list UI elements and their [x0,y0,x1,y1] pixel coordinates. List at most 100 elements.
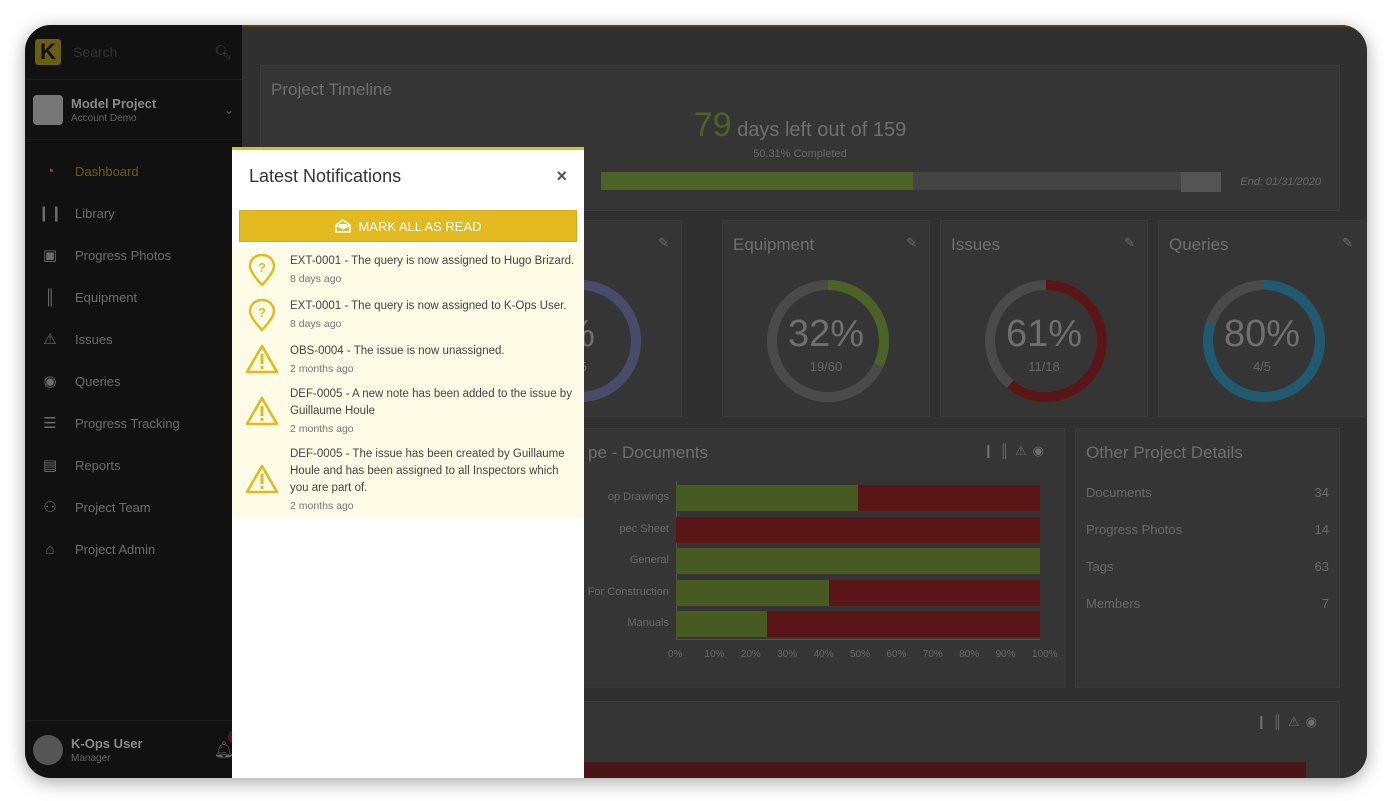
query-pin-icon: ? [244,253,280,287]
notification-message: EXT-0001 - The query is now assigned to … [290,255,575,267]
chevron-down-icon[interactable]: ⌄ [223,102,234,117]
chart-filter-icons[interactable]: ❙║⚠︎◉ [1255,714,1323,729]
bar-segment-green [676,548,1040,574]
team-icon: ⚇ [43,499,57,516]
stat-count: 11/18 [1028,359,1060,374]
app-window: K Search 🔍︎ Model Project Account Demo ⌄… [25,25,1367,778]
top-accent-bar [242,25,1367,27]
card-title: Equipment [733,235,815,254]
category-label: For Construction [587,585,669,598]
sidebar-item-label: Progress Photos [75,247,172,263]
sidebar-item-queries[interactable]: ◉ Queries [25,360,242,402]
envelope-open-icon [334,218,352,234]
edit-icon[interactable]: ✎ [1124,235,1135,250]
days-left-number: 79 [693,106,732,144]
edit-icon[interactable]: ✎ [906,235,917,250]
sidebar-item-dashboard[interactable]: ◔ Dashboard [25,150,242,192]
ring-arc [767,280,889,402]
query-pin-icon: ? [244,298,280,332]
close-icon[interactable]: × [556,165,567,186]
notification-item[interactable]: DEF-0005 - The issue has been created by… [232,441,584,518]
chart-filter-icons[interactable]: ❙║⚠︎◉ [982,443,1050,458]
x-tick-label: 40% [813,649,834,660]
card-title: Issues [951,235,1001,254]
app-logo[interactable]: K [35,39,61,65]
notification-time: 8 days ago [290,273,342,285]
edit-icon[interactable]: ✎ [1342,235,1353,250]
notification-item[interactable]: OBS-0004 - The issue is now unassigned. 2… [232,338,584,381]
user-name: K-Ops User [71,735,143,751]
detail-row-members: Members 7 [1086,596,1329,611]
stat-card-equipment: Equipment ✎ 32% 19/60 [722,220,930,417]
stat-value: 61% [1005,313,1083,355]
bar-segment-green [676,611,767,637]
card-title: Other Project Details [1086,443,1243,462]
sidebar-item-label: Equipment [75,289,138,305]
days-left: 79 days left out of 159 [261,106,1339,145]
sidebar-item-project-team[interactable]: ⚇ Project Team [25,486,242,528]
svg-text:?: ? [258,260,266,275]
bar-segment-red [828,579,1040,606]
x-tick-label: 90% [995,649,1016,660]
sidebar-nav: ◔ Dashboard ❙❙ Library ▣ Progress Photos… [25,140,242,570]
x-tick-label: 70% [922,649,943,660]
notification-item[interactable]: DEF-0005 - A new note has been added to … [232,381,584,441]
notification-item[interactable]: ? EXT-0001 - The query is now assigned to… [232,293,584,338]
documents-chart-card: pe - Documents ❙║⚠︎◉ op Drawings pec Shee… [580,428,1065,688]
notification-message: DEF-0005 - A new note has been added to … [290,388,572,417]
sidebar-item-equipment[interactable]: ║ Equipment [25,276,242,318]
warning-icon [244,343,280,375]
stat-card-queries: Queries ✎ 80% 4/5 [1158,220,1366,417]
avatar [33,734,63,765]
sidebar-item-progress-photos[interactable]: ▣ Progress Photos [25,234,242,276]
lock-icon: ⌂ [45,540,55,558]
detail-value: 14 [1314,522,1329,537]
notification-list: ? EXT-0001 - The query is now assigned to… [232,248,584,518]
sidebar-item-library[interactable]: ❙❙ Library [25,192,242,234]
x-tick-label: 10% [704,649,725,660]
notification-time: 2 months ago [290,363,354,375]
timeline-progress-bar [601,172,1221,190]
detail-row-tags: Tags 63 [1086,559,1329,574]
tracking-icon: ☰ [43,415,57,432]
bar-row[interactable] [676,548,1040,574]
category-label: General [629,554,669,566]
sidebar-item-label: Project Team [75,499,151,515]
warning-icon: ⚠︎ [43,331,57,348]
edit-icon[interactable]: ✎ [658,235,669,250]
user-menu[interactable]: K-Ops User Manager 🔔︎ 5 [25,720,242,778]
other-project-details-card: Other Project Details Documents 34 Progr… [1075,428,1340,688]
detail-label: Members [1086,596,1141,611]
category-label: pec Sheet [619,522,669,535]
bar-row[interactable] [676,579,1040,606]
dashboard-icon: ◔ [45,162,55,180]
notification-item[interactable]: ? EXT-0001 - The query is now assigned to… [232,248,584,293]
sidebar-item-progress-tracking[interactable]: ☰ Progress Tracking [25,402,242,444]
project-account: Account Demo [71,112,137,124]
bar-row[interactable] [676,516,1040,543]
bar-row[interactable] [676,485,1040,511]
notification-time: 2 months ago [290,500,354,512]
notification-message: DEF-0005 - The issue has been created by… [290,448,565,494]
bell-icon[interactable]: 🔔︎ 5 [214,729,242,760]
stat-count: 4/5 [1252,359,1272,374]
project-selector[interactable]: Model Project Account Demo ⌄ [25,80,242,140]
stat-card-issues: Issues ✎ 61% 11/18 [940,220,1148,417]
category-label: Manuals [627,617,669,629]
mark-all-read-button[interactable]: MARK ALL AS READ [239,210,577,242]
search-icon[interactable]: 🔍︎ [214,43,232,60]
x-tick-label: 20% [740,649,761,660]
sidebar-item-reports[interactable]: ▤ Reports [25,444,242,486]
card-title: Queries [1169,235,1229,254]
sidebar-item-issues[interactable]: ⚠︎ Issues [25,318,242,360]
bar-segment-red [858,485,1040,511]
bar-row[interactable] [676,611,1040,637]
card-title: Project Timeline [271,80,392,99]
x-tick-label: 50% [850,649,871,660]
search-input[interactable]: Search [73,44,118,60]
days-left-text: days left out of 159 [737,119,907,141]
sidebar-item-project-admin[interactable]: ⌂ Project Admin [25,528,242,570]
panel-header: Latest Notifications × [232,150,584,202]
card-title: pe - Documents [588,443,708,462]
progress-ring [1203,280,1325,402]
